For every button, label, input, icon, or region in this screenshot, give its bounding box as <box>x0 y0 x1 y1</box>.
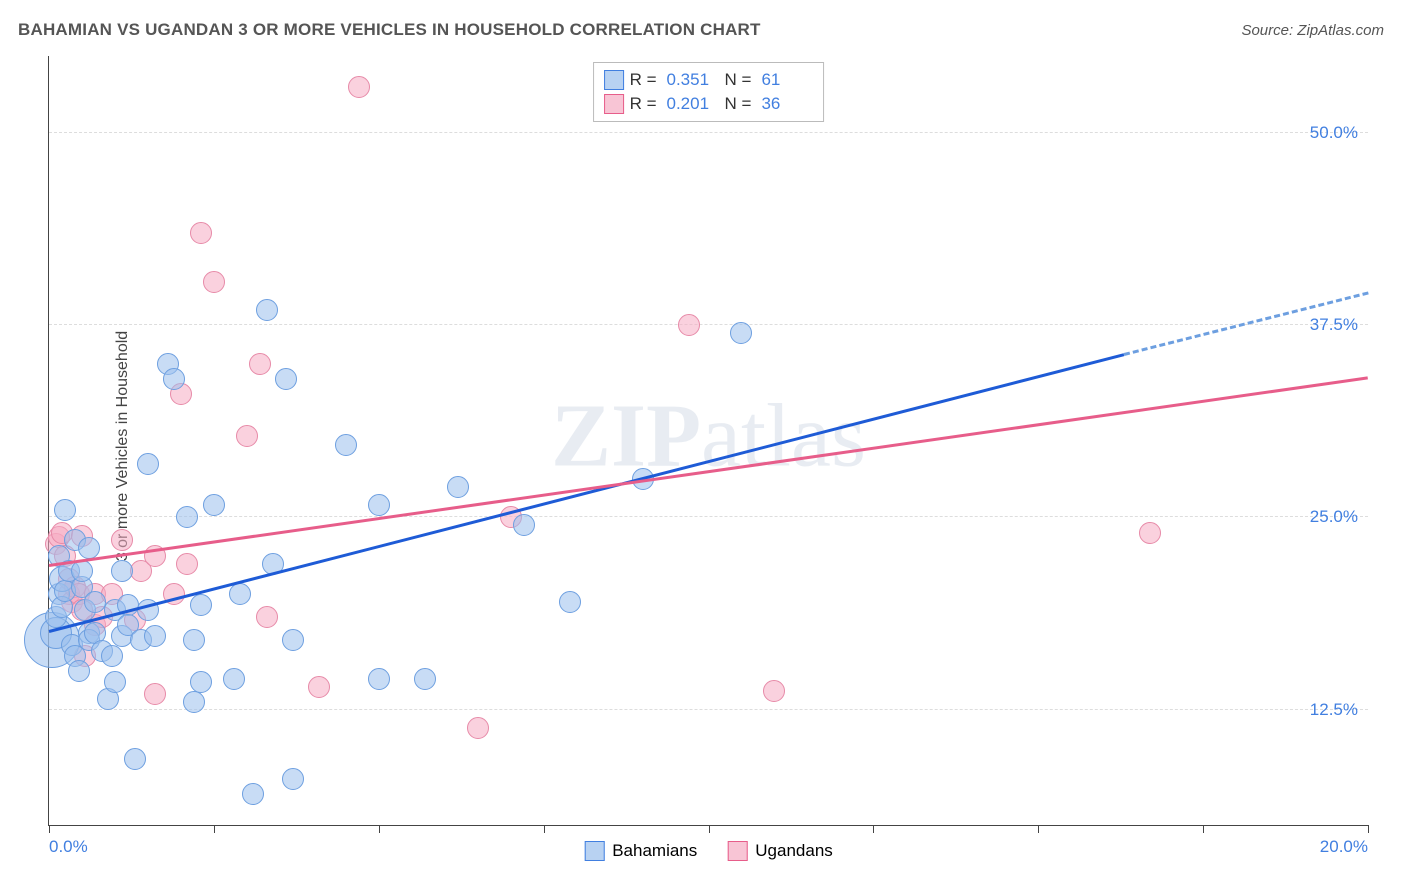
x-tick <box>709 825 710 833</box>
swatch-icon <box>727 841 747 861</box>
data-point <box>242 783 264 805</box>
x-tick <box>1203 825 1204 833</box>
data-point <box>275 368 297 390</box>
data-point <box>249 353 271 375</box>
data-point <box>78 537 100 559</box>
data-point <box>163 368 185 390</box>
data-point <box>144 683 166 705</box>
data-point <box>203 271 225 293</box>
legend-r-label: R = <box>630 94 657 114</box>
chart-container: BAHAMIAN VS UGANDAN 3 OR MORE VEHICLES I… <box>0 0 1406 892</box>
data-point <box>763 680 785 702</box>
data-point <box>176 506 198 528</box>
legend-n-value: 61 <box>757 70 813 90</box>
data-point <box>236 425 258 447</box>
legend-stats-row: R = 0.351 N = 61 <box>604 68 814 92</box>
data-point <box>513 514 535 536</box>
data-point <box>190 594 212 616</box>
y-tick-label: 37.5% <box>1310 315 1358 335</box>
legend-item: Ugandans <box>727 841 833 861</box>
data-point <box>308 676 330 698</box>
x-tick <box>1038 825 1039 833</box>
chart-title: BAHAMIAN VS UGANDAN 3 OR MORE VEHICLES I… <box>18 20 761 40</box>
legend-n-label: N = <box>725 70 752 90</box>
data-point <box>203 494 225 516</box>
swatch-icon <box>604 70 624 90</box>
x-tick <box>1368 825 1369 833</box>
gridline-h <box>49 709 1368 710</box>
data-point <box>68 660 90 682</box>
data-point <box>183 691 205 713</box>
data-point <box>183 629 205 651</box>
data-point <box>71 560 93 582</box>
x-tick-label: 0.0% <box>49 837 88 857</box>
data-point <box>282 629 304 651</box>
data-point <box>84 591 106 613</box>
data-point <box>111 529 133 551</box>
data-point <box>1139 522 1161 544</box>
data-point <box>447 476 469 498</box>
legend-series: Bahamians Ugandans <box>584 841 833 861</box>
x-tick <box>214 825 215 833</box>
x-tick <box>544 825 545 833</box>
legend-stats: R = 0.351 N = 61 R = 0.201 N = 36 <box>593 62 825 122</box>
legend-label: Ugandans <box>755 841 833 861</box>
data-point <box>137 453 159 475</box>
legend-label: Bahamians <box>612 841 697 861</box>
legend-r-label: R = <box>630 70 657 90</box>
data-point <box>256 606 278 628</box>
data-point <box>124 748 146 770</box>
data-point <box>678 314 700 336</box>
x-tick-label: 20.0% <box>1320 837 1368 857</box>
swatch-icon <box>584 841 604 861</box>
data-point <box>335 434 357 456</box>
legend-item: Bahamians <box>584 841 697 861</box>
data-point <box>176 553 198 575</box>
x-tick <box>379 825 380 833</box>
legend-n-label: N = <box>725 94 752 114</box>
data-point <box>730 322 752 344</box>
y-tick-label: 12.5% <box>1310 700 1358 720</box>
data-point <box>190 222 212 244</box>
data-point <box>256 299 278 321</box>
x-tick <box>49 825 50 833</box>
data-point <box>467 717 489 739</box>
plot-area: ZIPatlas R = 0.351 N = 61 R = 0.201 N = … <box>48 56 1368 826</box>
data-point <box>223 668 245 690</box>
data-point <box>190 671 212 693</box>
y-tick-label: 50.0% <box>1310 123 1358 143</box>
legend-r-value: 0.201 <box>663 94 719 114</box>
data-point <box>229 583 251 605</box>
data-point <box>348 76 370 98</box>
gridline-h <box>49 324 1368 325</box>
data-point <box>104 671 126 693</box>
gridline-h <box>49 516 1368 517</box>
y-tick-label: 25.0% <box>1310 507 1358 527</box>
data-point <box>54 499 76 521</box>
data-point <box>101 645 123 667</box>
trend-line <box>49 376 1368 567</box>
x-tick <box>873 825 874 833</box>
gridline-h <box>49 132 1368 133</box>
legend-stats-row: R = 0.201 N = 36 <box>604 92 814 116</box>
swatch-icon <box>604 94 624 114</box>
legend-r-value: 0.351 <box>663 70 719 90</box>
chart-source: Source: ZipAtlas.com <box>1241 22 1384 39</box>
data-point <box>368 494 390 516</box>
data-point <box>144 625 166 647</box>
trend-line <box>49 353 1125 633</box>
legend-n-value: 36 <box>757 94 813 114</box>
data-point <box>282 768 304 790</box>
data-point <box>414 668 436 690</box>
data-point <box>368 668 390 690</box>
data-point <box>559 591 581 613</box>
data-point <box>111 560 133 582</box>
